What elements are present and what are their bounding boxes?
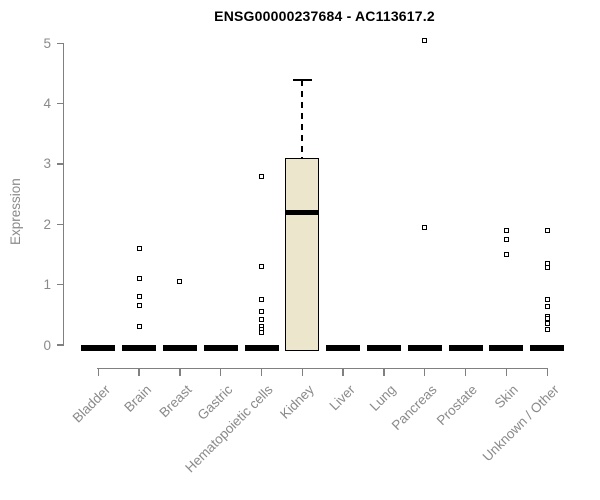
flat-box bbox=[530, 345, 565, 351]
y-tick bbox=[57, 223, 63, 225]
flat-box bbox=[366, 345, 401, 351]
flat-box bbox=[81, 345, 116, 351]
outlier-point bbox=[259, 309, 265, 315]
x-tick-label: Brain bbox=[120, 382, 154, 415]
outlier-point bbox=[259, 297, 265, 303]
y-tick-label: 1 bbox=[43, 277, 51, 293]
x-tick bbox=[301, 368, 304, 376]
y-tick bbox=[57, 344, 63, 346]
x-tick-label: Prostate bbox=[434, 382, 481, 429]
flat-box bbox=[326, 345, 361, 351]
x-tick bbox=[220, 368, 222, 376]
x-tick-label: Lung bbox=[366, 382, 399, 414]
y-tick bbox=[57, 42, 63, 44]
x-tick bbox=[464, 368, 467, 376]
flat-box bbox=[162, 345, 197, 351]
outlier-point bbox=[259, 264, 265, 270]
x-tick bbox=[138, 368, 140, 376]
whisker-cap bbox=[292, 78, 312, 81]
y-tick-label: 2 bbox=[43, 216, 51, 232]
flat-box bbox=[489, 345, 524, 351]
box bbox=[285, 157, 320, 351]
flat-box bbox=[407, 345, 442, 351]
x-tick-label: Unknown / Other bbox=[479, 382, 562, 465]
y-tick-label: 0 bbox=[43, 337, 51, 353]
x-tick bbox=[505, 368, 508, 376]
x-tick bbox=[179, 368, 181, 376]
x-tick bbox=[260, 368, 263, 376]
x-tick-label: Liver bbox=[326, 382, 358, 414]
outlier-point bbox=[259, 317, 265, 323]
outlier-point bbox=[544, 326, 550, 332]
y-tick bbox=[57, 102, 63, 105]
x-tick bbox=[546, 368, 548, 376]
y-tick bbox=[57, 163, 63, 165]
whisker-line bbox=[301, 79, 304, 158]
outlier-point bbox=[544, 315, 550, 321]
outlier-point bbox=[544, 304, 550, 310]
outlier-point bbox=[544, 320, 550, 326]
outlier-point bbox=[503, 227, 509, 233]
outlier-point bbox=[259, 330, 265, 336]
y-tick bbox=[57, 283, 63, 286]
outlier-point bbox=[177, 279, 183, 285]
x-tick bbox=[424, 368, 426, 376]
y-tick-label: 5 bbox=[43, 35, 51, 51]
x-axis-line bbox=[97, 368, 549, 370]
flat-box bbox=[203, 345, 238, 351]
outlier-point bbox=[503, 251, 509, 257]
y-tick-label: 3 bbox=[43, 156, 51, 172]
outlier-point bbox=[136, 303, 142, 309]
outlier-point bbox=[544, 296, 550, 302]
y-axis-line bbox=[63, 43, 65, 346]
flat-box bbox=[244, 345, 279, 351]
x-tick-label: Skin bbox=[491, 382, 522, 412]
outlier-point bbox=[136, 245, 142, 251]
median-line bbox=[285, 209, 320, 215]
y-tick-label: 4 bbox=[43, 96, 51, 112]
outlier-point bbox=[136, 294, 142, 300]
outlier-point bbox=[259, 173, 265, 179]
flat-box bbox=[448, 345, 483, 351]
outlier-point bbox=[422, 224, 428, 230]
x-tick-label: Bladder bbox=[69, 382, 113, 426]
outlier-point bbox=[503, 236, 509, 242]
outlier-point bbox=[422, 37, 428, 43]
chart-title: ENSG00000237684 - AC113617.2 bbox=[214, 8, 435, 24]
x-tick-label: Breast bbox=[156, 382, 195, 421]
outlier-point bbox=[544, 265, 550, 271]
x-tick bbox=[342, 368, 344, 376]
x-tick-label: Kidney bbox=[277, 382, 317, 422]
outlier-point bbox=[136, 324, 142, 330]
outlier-point bbox=[136, 276, 142, 282]
x-tick bbox=[383, 368, 385, 376]
outlier-point bbox=[544, 227, 550, 233]
flat-box bbox=[122, 345, 157, 351]
x-tick bbox=[97, 368, 99, 376]
